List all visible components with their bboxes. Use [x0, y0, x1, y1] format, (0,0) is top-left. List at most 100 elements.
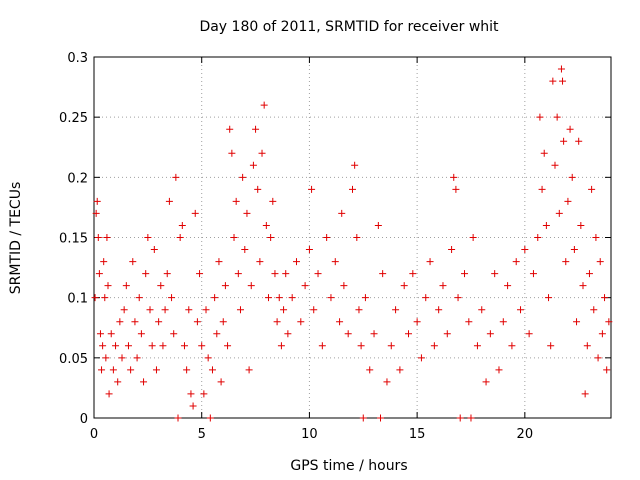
data-point	[461, 270, 469, 278]
data-point	[282, 270, 290, 278]
data-point	[566, 125, 574, 133]
data-point	[232, 197, 240, 205]
x-tick-label: 0	[90, 427, 98, 442]
data-point	[174, 414, 182, 422]
data-point	[273, 318, 281, 326]
data-point	[540, 149, 548, 157]
data-point	[137, 330, 145, 338]
data-point	[557, 65, 565, 73]
data-point	[226, 125, 234, 133]
data-point	[114, 378, 122, 386]
data-point	[191, 209, 199, 217]
data-point	[198, 342, 206, 350]
data-point	[277, 342, 285, 350]
data-point	[387, 342, 395, 350]
data-point	[185, 306, 193, 314]
data-point	[144, 234, 152, 241]
data-point	[168, 294, 176, 302]
data-point	[430, 342, 438, 350]
data-point	[590, 306, 598, 314]
data-point	[327, 294, 335, 302]
data-point	[439, 282, 447, 290]
data-point	[152, 366, 160, 374]
data-point	[588, 185, 596, 193]
data-point	[318, 342, 326, 350]
data-point	[200, 390, 208, 398]
data-point	[435, 306, 443, 314]
data-point	[241, 246, 249, 254]
data-point	[359, 414, 367, 422]
data-point	[603, 366, 611, 374]
data-point	[193, 318, 201, 326]
data-point	[538, 185, 546, 193]
data-point	[92, 209, 100, 217]
data-point	[308, 185, 316, 193]
data-point	[581, 390, 589, 398]
data-point	[94, 234, 102, 241]
data-point	[213, 330, 221, 338]
data-point	[127, 366, 135, 374]
data-point	[340, 282, 348, 290]
data-point	[245, 366, 253, 374]
data-point	[450, 173, 458, 181]
data-point	[292, 258, 300, 266]
data-points	[91, 65, 613, 422]
data-point	[102, 354, 110, 362]
data-point	[592, 234, 600, 241]
data-point	[275, 294, 283, 302]
data-point	[284, 330, 292, 338]
data-point	[379, 270, 387, 278]
data-point	[228, 149, 236, 157]
data-point	[163, 270, 171, 278]
data-point	[187, 390, 195, 398]
y-tick-label: 0.25	[59, 111, 88, 126]
data-point	[598, 330, 606, 338]
data-point	[239, 173, 247, 181]
data-point	[374, 221, 382, 229]
data-point	[183, 366, 191, 374]
tick-layer: 0 0.05 0.1 0.15 0.2 0.25 0.3 0 5 10 15 20	[59, 51, 611, 442]
data-point	[534, 234, 542, 241]
data-point	[564, 197, 572, 205]
data-point	[542, 221, 550, 229]
data-point	[570, 246, 578, 254]
data-point	[148, 342, 156, 350]
data-point	[155, 318, 163, 326]
data-point	[204, 354, 212, 362]
data-point	[269, 197, 277, 205]
x-tick-label: 15	[409, 427, 426, 442]
y-tick-label: 0	[80, 412, 88, 427]
data-point	[353, 234, 361, 241]
data-point	[267, 234, 275, 241]
data-point	[264, 294, 272, 302]
data-point	[525, 330, 533, 338]
data-point	[142, 270, 150, 278]
y-axis-label: SRMTID / TECUs	[8, 182, 24, 295]
data-point	[392, 306, 400, 314]
data-point	[601, 294, 609, 302]
y-tick-label: 0.05	[59, 352, 88, 367]
data-point	[366, 366, 374, 374]
data-point	[107, 330, 115, 338]
data-point	[512, 258, 520, 266]
data-point	[95, 270, 103, 278]
data-point	[170, 330, 178, 338]
data-point	[252, 125, 260, 133]
data-point	[211, 294, 219, 302]
data-point	[258, 149, 266, 157]
x-tick-label: 20	[517, 427, 534, 442]
data-point	[224, 342, 232, 350]
data-point	[559, 77, 567, 85]
data-point	[206, 414, 214, 422]
data-point	[577, 221, 585, 229]
data-point	[573, 318, 581, 326]
data-point	[456, 414, 464, 422]
data-point	[98, 366, 106, 374]
x-tick-label: 5	[198, 427, 206, 442]
data-point	[448, 246, 456, 254]
data-point	[405, 330, 413, 338]
data-point	[596, 258, 604, 266]
data-point	[131, 318, 139, 326]
data-point	[215, 258, 223, 266]
data-point	[104, 282, 112, 290]
